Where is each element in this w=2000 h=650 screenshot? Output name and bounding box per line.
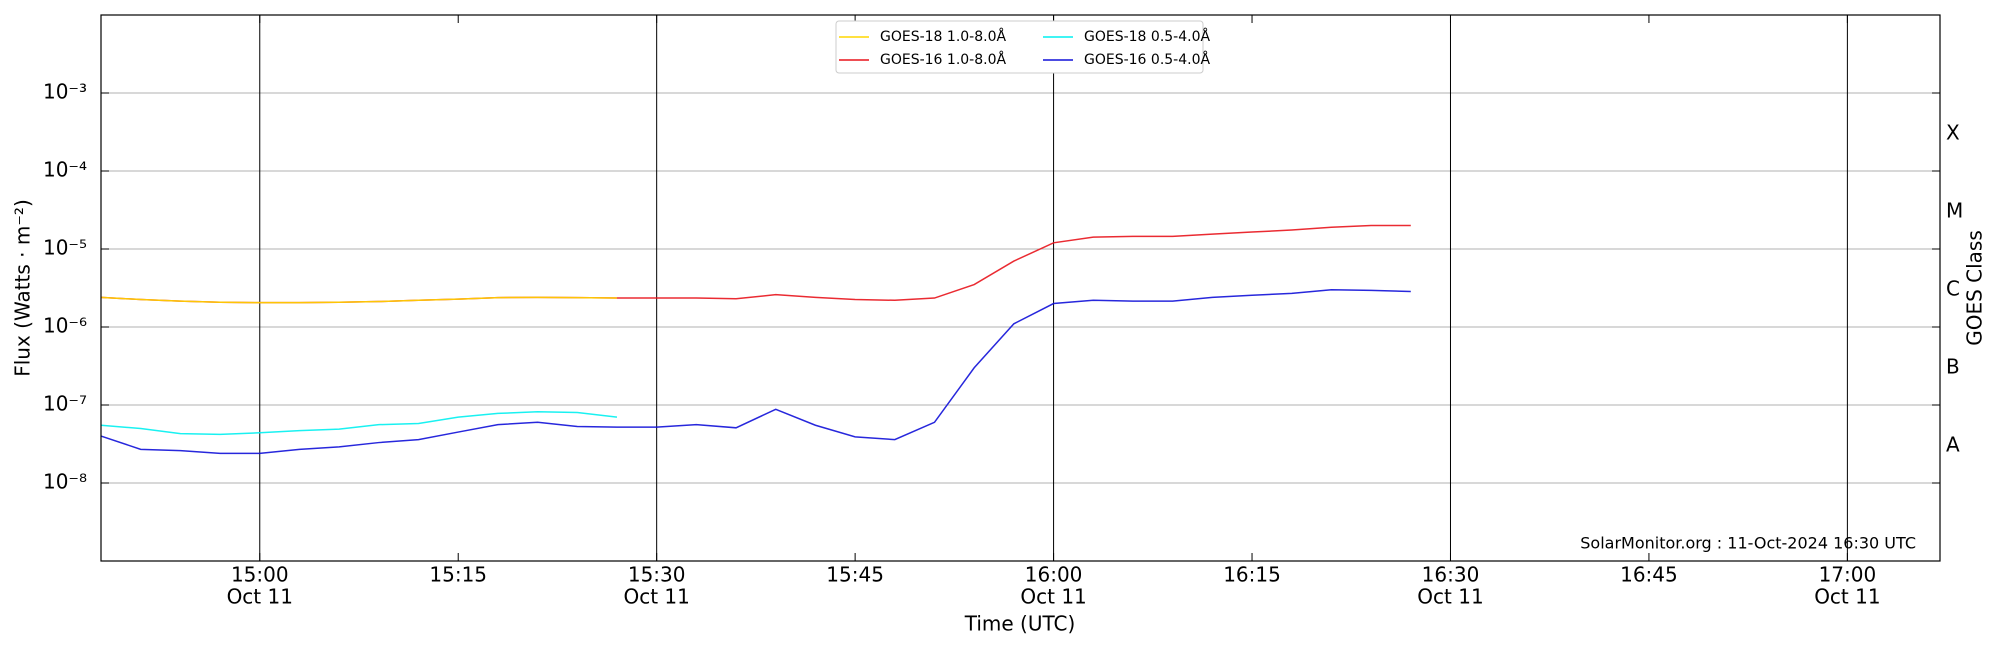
y2-tick-label: X (1946, 120, 1960, 144)
y-tick-label: 10⁻⁸ (43, 470, 87, 494)
legend-label: GOES-16 1.0-8.0Å (880, 51, 1006, 68)
x-tick-label: 17:00 (1819, 563, 1877, 587)
y2-tick-label: M (1946, 198, 1963, 222)
y2-axis-label: GOES Class (1963, 230, 1987, 346)
x-tick-label: 16:15 (1223, 563, 1281, 587)
y-tick-label: 10⁻⁷ (43, 392, 87, 416)
x-tick-date: Oct 11 (1020, 585, 1086, 609)
x-tick-label: 16:00 (1025, 563, 1083, 587)
series-line (100, 289, 1411, 455)
x-tick-label: 16:45 (1620, 563, 1678, 587)
x-tick-date: Oct 11 (1417, 585, 1483, 609)
x-tick-label: 15:45 (826, 563, 884, 587)
y2-tick-label: A (1946, 432, 1960, 456)
annotation: SolarMonitor.org : 11-Oct-2024 16:30 UTC (1580, 534, 1916, 553)
legend-label: GOES-16 0.5-4.0Å (1084, 51, 1210, 68)
x-tick-label: 15:15 (429, 563, 487, 587)
x-axis-label: Time (UTC) (964, 612, 1076, 636)
y2-tick-label: B (1946, 354, 1960, 378)
x-tick-label: 16:30 (1422, 563, 1480, 587)
plot-frame (100, 14, 1941, 562)
y-tick-label: 10⁻⁴ (43, 158, 87, 182)
x-tick-date: Oct 11 (623, 585, 689, 609)
y-tick-label: 10⁻⁵ (43, 236, 87, 260)
x-tick-date: Oct 11 (1814, 585, 1880, 609)
series-line (100, 224, 1411, 304)
series-line (100, 410, 618, 436)
y2-tick-label: C (1946, 276, 1960, 300)
legend-label: GOES-18 0.5-4.0Å (1084, 28, 1210, 45)
x-tick-label: 15:00 (231, 563, 289, 587)
legend-label: GOES-18 1.0-8.0Å (880, 28, 1006, 45)
y-tick-label: 10⁻³ (43, 80, 87, 104)
series-line (100, 296, 617, 304)
x-tick-label: 15:30 (628, 563, 686, 587)
x-tick-date: Oct 11 (227, 585, 293, 609)
y-tick-label: 10⁻⁶ (43, 314, 87, 338)
legend-box (835, 20, 1204, 74)
y-axis-label: Flux (Watts · m⁻²) (11, 199, 35, 377)
